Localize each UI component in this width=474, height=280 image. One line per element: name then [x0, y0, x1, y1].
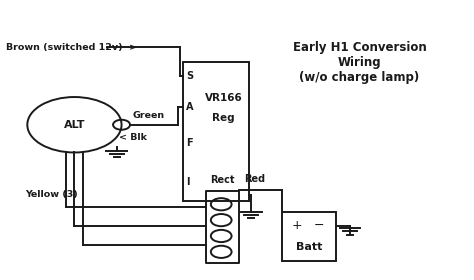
Text: Red: Red: [244, 174, 265, 184]
Text: Yellow (3): Yellow (3): [25, 190, 78, 199]
Text: Green: Green: [132, 111, 164, 120]
Bar: [206, 191, 239, 263]
Text: A: A: [186, 102, 193, 112]
Text: −: −: [313, 219, 324, 232]
Text: Brown (switched 12v)  >: Brown (switched 12v) >: [6, 43, 137, 52]
Text: < Blk: < Blk: [119, 133, 147, 142]
Text: Reg: Reg: [212, 113, 235, 123]
Text: Early H1 Conversion
Wiring
(w/o charge lamp): Early H1 Conversion Wiring (w/o charge l…: [292, 41, 427, 84]
Text: S: S: [186, 71, 193, 81]
Bar: [183, 62, 249, 201]
Text: ALT: ALT: [64, 120, 85, 130]
Text: F: F: [186, 138, 193, 148]
Text: +: +: [292, 219, 302, 232]
Bar: [282, 212, 336, 261]
Text: VR166: VR166: [205, 94, 243, 103]
Text: I: I: [186, 177, 190, 186]
Text: Batt: Batt: [296, 242, 322, 252]
Text: Rect: Rect: [210, 175, 235, 185]
